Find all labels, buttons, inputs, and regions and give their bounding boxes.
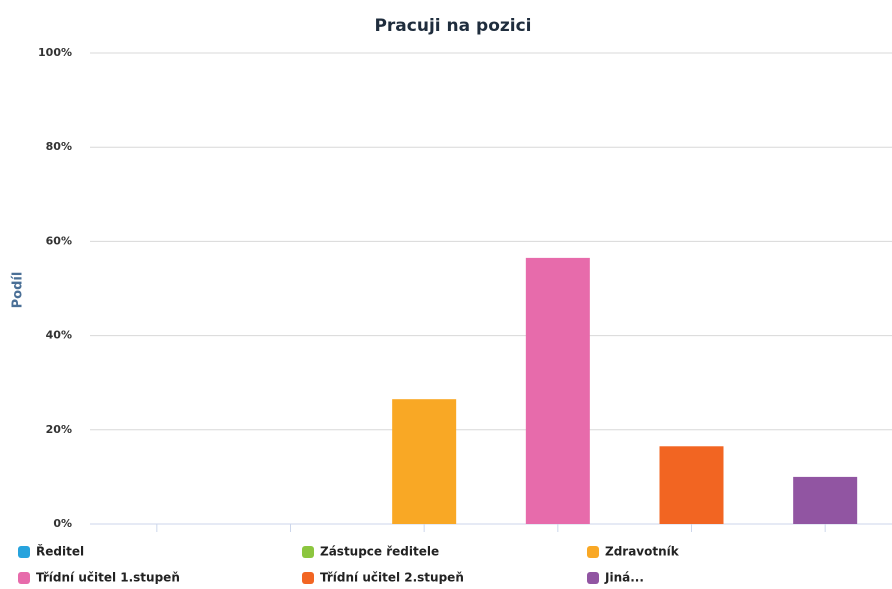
bar xyxy=(659,446,724,524)
legend-label: Zdravotník xyxy=(605,545,680,559)
y-tick-label: 60% xyxy=(46,234,72,247)
bar xyxy=(392,399,457,524)
legend-label: Ředitel xyxy=(36,544,84,559)
bar xyxy=(793,476,858,524)
legend-swatch xyxy=(302,546,314,558)
legend-swatch xyxy=(18,572,30,584)
y-tick-label: 0% xyxy=(53,517,72,530)
legend-swatch xyxy=(587,546,599,558)
legend-label: Třídní učitel 2.stupeň xyxy=(320,571,464,585)
legend-label: Třídní učitel 1.stupeň xyxy=(36,571,180,585)
y-tick-label: 100% xyxy=(38,46,72,59)
y-tick-label: 20% xyxy=(46,423,72,436)
y-tick-label: 40% xyxy=(46,329,72,342)
legend-label: Zástupce ředitele xyxy=(320,545,439,559)
legend-swatch xyxy=(587,572,599,584)
bar xyxy=(525,257,590,524)
chart-title: Pracuji na pozici xyxy=(374,16,531,36)
y-tick-label: 80% xyxy=(46,140,72,153)
legend-swatch xyxy=(302,572,314,584)
legend-label: Jiná... xyxy=(604,571,644,585)
legend-swatch xyxy=(18,546,30,558)
y-axis-label: Podíl xyxy=(11,272,26,309)
